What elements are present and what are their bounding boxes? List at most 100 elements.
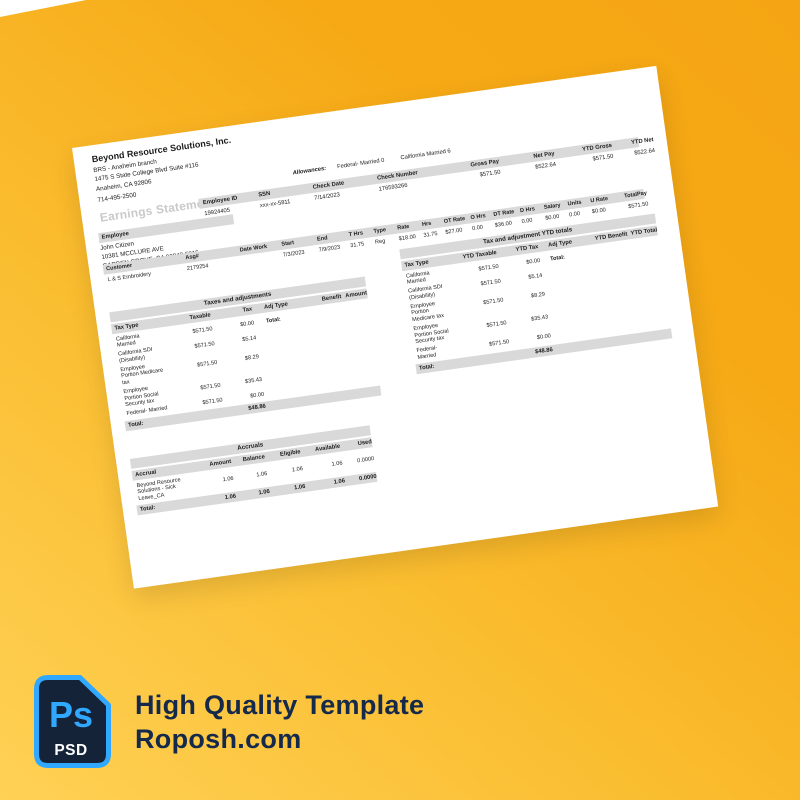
accrual-eligible: 1.06	[291, 466, 304, 474]
taxes-table: Taxes and adjustments Tax Type Taxable Tax…	[109, 276, 382, 431]
brand-text: High Quality Template Roposh.com	[135, 688, 424, 756]
accruals-total-eligible: 1.06	[293, 483, 306, 492]
work-column-label: TotalPay	[623, 190, 648, 200]
adj-total-label	[271, 342, 374, 356]
work-column: Hrs 31.75	[421, 217, 445, 239]
accrual-used: 0.0000	[356, 456, 375, 465]
work-column-value: 7/9/2023	[318, 244, 341, 254]
adj-total-label	[274, 364, 377, 378]
summary-column: YTD Net $522.64	[616, 134, 659, 159]
work-column: DT Rate $36.00	[493, 206, 522, 229]
summary-column: SSN xxx-xx-5811	[258, 183, 315, 209]
work-column-value: 0.00	[521, 217, 533, 226]
work-column: Date Work	[239, 240, 283, 265]
tax-taxable: $571.50	[200, 382, 221, 392]
psd-icon-label: PSD	[54, 742, 87, 759]
tax-amount: $0.00	[239, 320, 255, 329]
work-column-value: $0.00	[545, 213, 560, 222]
accruals-total-available: 1.06	[333, 478, 346, 486]
tax-amount: $8.29	[244, 354, 260, 363]
accrual-amount: 1.06	[222, 475, 235, 484]
work-column: Salary $0.00	[543, 200, 569, 222]
work-column-label: Rate	[396, 223, 410, 232]
work-column-label: T Hrs	[348, 230, 364, 239]
work-column: U Rate $0.00	[590, 193, 617, 215]
work-column: Type Reg	[373, 224, 399, 246]
work-column: End 7/9/2023	[316, 230, 350, 253]
summary-column: Net Pay $522.64	[503, 148, 561, 175]
work-column: O Hrs 0.00	[470, 210, 495, 232]
accrual-balance: 1.06	[256, 471, 268, 479]
accrual-available: 1.06	[331, 460, 343, 468]
work-column: Rate $18.00	[396, 220, 424, 243]
ytd-tax-amount: $0.00	[536, 332, 552, 341]
work-column-value: 7/3/2023	[282, 249, 306, 259]
tax-taxable: $571.50	[194, 341, 216, 351]
summary-column-value: $522.64	[633, 147, 656, 157]
work-column-value: 0.00	[471, 224, 484, 233]
work-column-value: Reg	[374, 238, 386, 246]
ytd-tax-taxable: $571.50	[480, 279, 502, 288]
work-column-label: DT Rate	[493, 209, 515, 218]
branding-footer: Ps PSD High Quality Template Roposh.com	[34, 675, 424, 768]
ytd-tax-amount: $8.29	[530, 292, 546, 300]
accruals-total-amount: 1.06	[224, 493, 237, 501]
summary-column: Gross Pay $571.50	[448, 156, 506, 183]
work-column-label: D Hrs	[519, 206, 536, 215]
work-column: OT Rate $27.00	[443, 213, 472, 236]
earnings-statement-paper: Beyond Resource Solutions, Inc. BRS - An…	[72, 65, 719, 589]
work-column-label: O Hrs	[470, 213, 487, 222]
work-column-value: $27.00	[445, 227, 463, 236]
accruals-table: Accruals Accrual Amount Balance Eligible Ava…	[129, 425, 378, 516]
brand-line-1: High Quality Template	[135, 689, 425, 720]
ytd-tax-taxable: $571.50	[483, 297, 504, 307]
summary-column: Check Number 176593266	[377, 164, 451, 193]
ytd-tax-taxable: $571.50	[488, 338, 510, 348]
tax-amount: $5.14	[242, 335, 257, 344]
work-column: D Hrs 0.00	[519, 203, 545, 225]
tax-taxable: $571.50	[192, 326, 213, 335]
taxes-header-cell: Amount	[344, 290, 368, 300]
work-column-label: Type	[373, 227, 387, 235]
summary-column: YTD Gross $571.50	[559, 140, 619, 167]
ps-icon-label: Ps	[49, 694, 93, 735]
work-column: TotalPay $571.50	[615, 188, 651, 212]
work-column-value: $571.50	[627, 201, 649, 211]
allowances-label: Allowances:	[292, 165, 327, 177]
ytd-tax-amount: $35.43	[530, 314, 549, 323]
ytd-tax-amount: $5.14	[528, 273, 543, 282]
allowance-federal: Federal- Married 0	[336, 157, 385, 171]
ytd-adj-total-label	[558, 301, 667, 316]
brand-line-2: Roposh.com	[135, 723, 302, 754]
accruals-total-used: 0.0000	[358, 473, 378, 483]
work-column-value: $36.00	[494, 220, 513, 229]
tax-amount: $35.43	[244, 376, 263, 385]
work-column-label: OT Rate	[443, 216, 466, 225]
work-column-label: Date Work	[239, 243, 268, 254]
tax-taxable: $571.50	[196, 360, 218, 370]
work-column-value: 31.75	[349, 241, 365, 250]
work-column-label: Units	[567, 199, 582, 208]
ytd-tax-amount: $0.00	[525, 257, 541, 266]
work-column: T Hrs 31.75	[348, 227, 375, 249]
ytd-adj-total-label	[555, 279, 664, 294]
ytd-tax-type: Employee Portion Social Security tax	[413, 322, 450, 346]
work-column-value: $0.00	[591, 207, 607, 216]
work-column-label: Hrs	[421, 220, 432, 228]
ytd-tax-type: Employee Portion Medicare tax	[410, 300, 445, 324]
accruals-total-balance: 1.06	[258, 488, 271, 497]
work-column-value: $18.00	[398, 234, 417, 243]
allowance-state: California Married 6	[400, 148, 452, 162]
ytd-table: Tax and adjustment YTD totals Tax Type YT…	[399, 213, 673, 375]
photoshop-file-icon: Ps PSD	[34, 675, 111, 768]
summary-column: Check Date 7/14/2023	[312, 174, 379, 201]
work-column-value: 31.75	[423, 230, 438, 239]
work-column-label: End	[316, 235, 329, 243]
ytd-tax-taxable: $571.50	[486, 320, 507, 329]
work-column-value: 0.00	[568, 210, 581, 219]
background-corner-wedge	[0, 0, 86, 17]
work-column: Units 0.00	[567, 196, 592, 219]
work-column-label: U Rate	[590, 195, 609, 205]
ytd-tax-taxable: $571.50	[478, 263, 500, 273]
